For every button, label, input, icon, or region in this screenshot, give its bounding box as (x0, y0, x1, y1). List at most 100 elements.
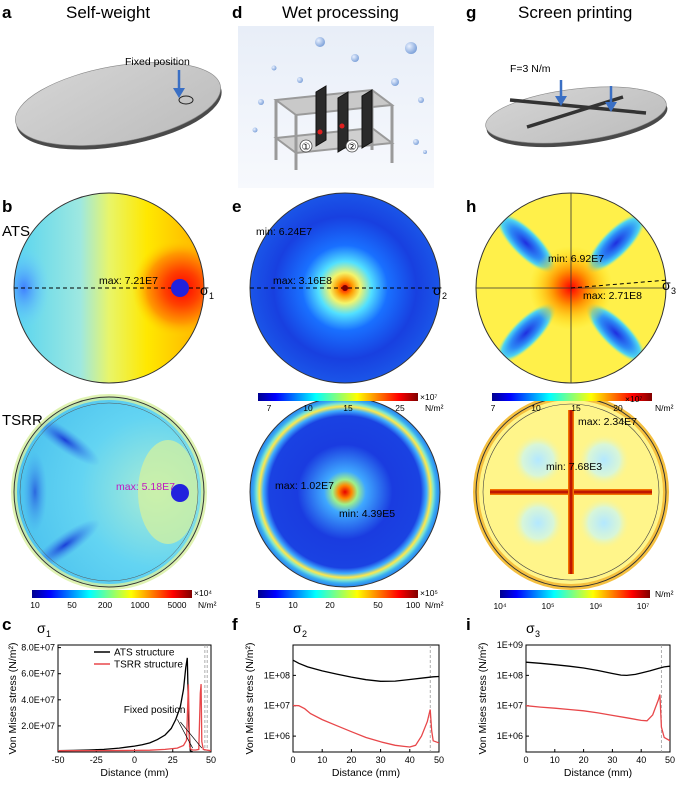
cb-et-tick-0: 5 (256, 600, 261, 610)
cb-et-tick-1: 10 (288, 600, 298, 610)
series-line-tsrr (526, 694, 670, 742)
x-tick-label: 50 (206, 755, 216, 765)
map-h-tsrr: max: 2.34E7 min: 7.68E3 (473, 394, 669, 590)
e-tsrr-max: max: 1.02E7 (275, 480, 334, 492)
bubble-icons (252, 37, 427, 154)
y-tick-label: 1E+08 (264, 670, 290, 680)
colorbar-e-tsrr: 5 10 20 50 100 ×10⁵ N/m² (256, 588, 444, 610)
cb-ht-tick-0: 10⁴ (493, 601, 506, 611)
y-tick-label: 1E+09 (497, 640, 523, 650)
sigma-3-sub: 3 (671, 286, 676, 296)
cb-ea-tick-0: 7 (267, 403, 272, 413)
x-tick-label: 30 (607, 755, 617, 765)
fixed-position-label: Fixed position (125, 56, 190, 68)
annotation-pointer (180, 721, 203, 749)
slot-2-label: ② (348, 142, 357, 153)
series-line-tsrr (293, 704, 439, 748)
chart-f-ylabel: Von Mises stress (N/m²) (244, 642, 256, 754)
x-tick-label: 0 (290, 755, 295, 765)
panel-a: a Self-weight Fixed position (2, 3, 222, 150)
fixed-point-marker (171, 279, 189, 297)
chart-i-plot-area (526, 661, 670, 742)
down-arrow-icon (173, 70, 185, 98)
x-tick-label: 50 (434, 755, 444, 765)
wafer-disc-g (485, 86, 668, 148)
panel-letter-h: h (466, 197, 476, 216)
legend-label: ATS structure (114, 648, 175, 659)
y-tick-label: 1E+07 (497, 701, 523, 711)
cb-et-tick-3: 50 (373, 600, 383, 610)
y-tick-label: 1E+07 (264, 701, 290, 711)
legend-label: TSRR structure (114, 660, 183, 671)
sigma-2-sub: 2 (442, 291, 447, 301)
panel-letter-b: b (2, 197, 12, 216)
chart-i-frame (525, 644, 671, 753)
panel-d: d Wet processing (232, 3, 434, 188)
chart-f-frame (292, 644, 440, 753)
x-tick-label: 0 (132, 755, 137, 765)
x-tick-label: 20 (346, 755, 356, 765)
cb-b-tick-3: 1000 (131, 600, 150, 610)
x-tick-label: 10 (550, 755, 560, 765)
annotation-label: Fixed position (124, 705, 186, 716)
y-tick-label: 6.0E+07 (21, 669, 55, 679)
down-arrow-icon (555, 80, 617, 112)
annotation-pointer (177, 719, 193, 749)
cb-ea-unit: N/m² (425, 403, 444, 413)
cb-ht-tick-3: 10⁷ (637, 601, 650, 611)
x-tick-label: 40 (636, 755, 646, 765)
series-line-tsrr (58, 684, 211, 752)
colorbar-h-ats: 7 10 15 20 ×10⁷ N/m² (491, 393, 674, 413)
map-b-ats: max: 7.21E7 σ 1 (13, 192, 214, 384)
panel-g-title: Screen printing (518, 3, 632, 22)
cb-b-tick-4: 5000 (168, 600, 187, 610)
cb-et-exp: ×10⁵ (420, 588, 438, 598)
panel-a-title: Self-weight (66, 3, 150, 22)
cb-et-tick-2: 20 (325, 600, 335, 610)
force-label: F=3 N/m (510, 63, 551, 75)
x-tick-label: 25 (168, 755, 178, 765)
chart-i-title-sub: 3 (535, 629, 540, 639)
panel-letter-e: e (232, 197, 241, 216)
cb-ea-tick-2: 15 (343, 403, 353, 413)
slot-2-marker (345, 139, 359, 153)
panel-letter-i: i (466, 615, 471, 634)
x-tick-label: 20 (579, 755, 589, 765)
x-tick-label: -50 (51, 755, 64, 765)
x-tick-label: 0 (523, 755, 528, 765)
cb-ha-exp: ×10⁷ (625, 394, 643, 404)
series-line-ats (293, 659, 439, 682)
chart-i-xlabel: Distance (mm) (564, 767, 632, 779)
slot-1-label: ① (302, 142, 311, 153)
e-ats-min: min: 6.24E7 (256, 226, 312, 238)
cb-ha-tick-1: 10 (531, 403, 541, 413)
map-e-tsrr: max: 1.02E7 min: 4.39E5 (249, 396, 441, 588)
cb-ht-unit: N/m² (655, 589, 674, 599)
panel-letter-f: f (232, 615, 238, 634)
h-tsrr-min: min: 7.68E3 (546, 461, 602, 473)
b-tsrr-max: max: 5.18E7 (116, 481, 175, 493)
chart-c-title-sub: 1 (46, 629, 51, 639)
y-tick-label: 2.0E+07 (21, 721, 55, 731)
panel-g: g Screen printing F=3 N/m (466, 3, 668, 148)
chart-c-xlabel: Distance (mm) (100, 767, 168, 779)
sigma-1-sub: 1 (209, 291, 214, 301)
panel-d-title: Wet processing (282, 3, 399, 22)
panel-letter-c: c (2, 615, 11, 634)
e-ats-max: max: 3.16E8 (273, 275, 332, 287)
b-ats-max: max: 7.21E7 (99, 275, 158, 287)
x-tick-label: 30 (376, 755, 386, 765)
cb-ha-unit: N/m² (655, 403, 674, 413)
series-line-ats (58, 657, 193, 752)
colorbar-h-tsrr: 10⁴ 10⁵ 10⁶ 10⁷ N/m² (493, 589, 673, 611)
fixed-position-marker (178, 95, 194, 105)
h-ats-min: min: 6.92E7 (548, 253, 604, 265)
row-label-ats: ATS (2, 223, 30, 240)
chart-c: σ 1 -50 -25 0 25 50 Distance (mm) 2.0E+07 4.0E+07… (7, 620, 216, 779)
printed-line-1 (509, 98, 647, 115)
y-tick-label: 1E+06 (264, 731, 290, 741)
panel-letter-a: a (2, 3, 12, 22)
